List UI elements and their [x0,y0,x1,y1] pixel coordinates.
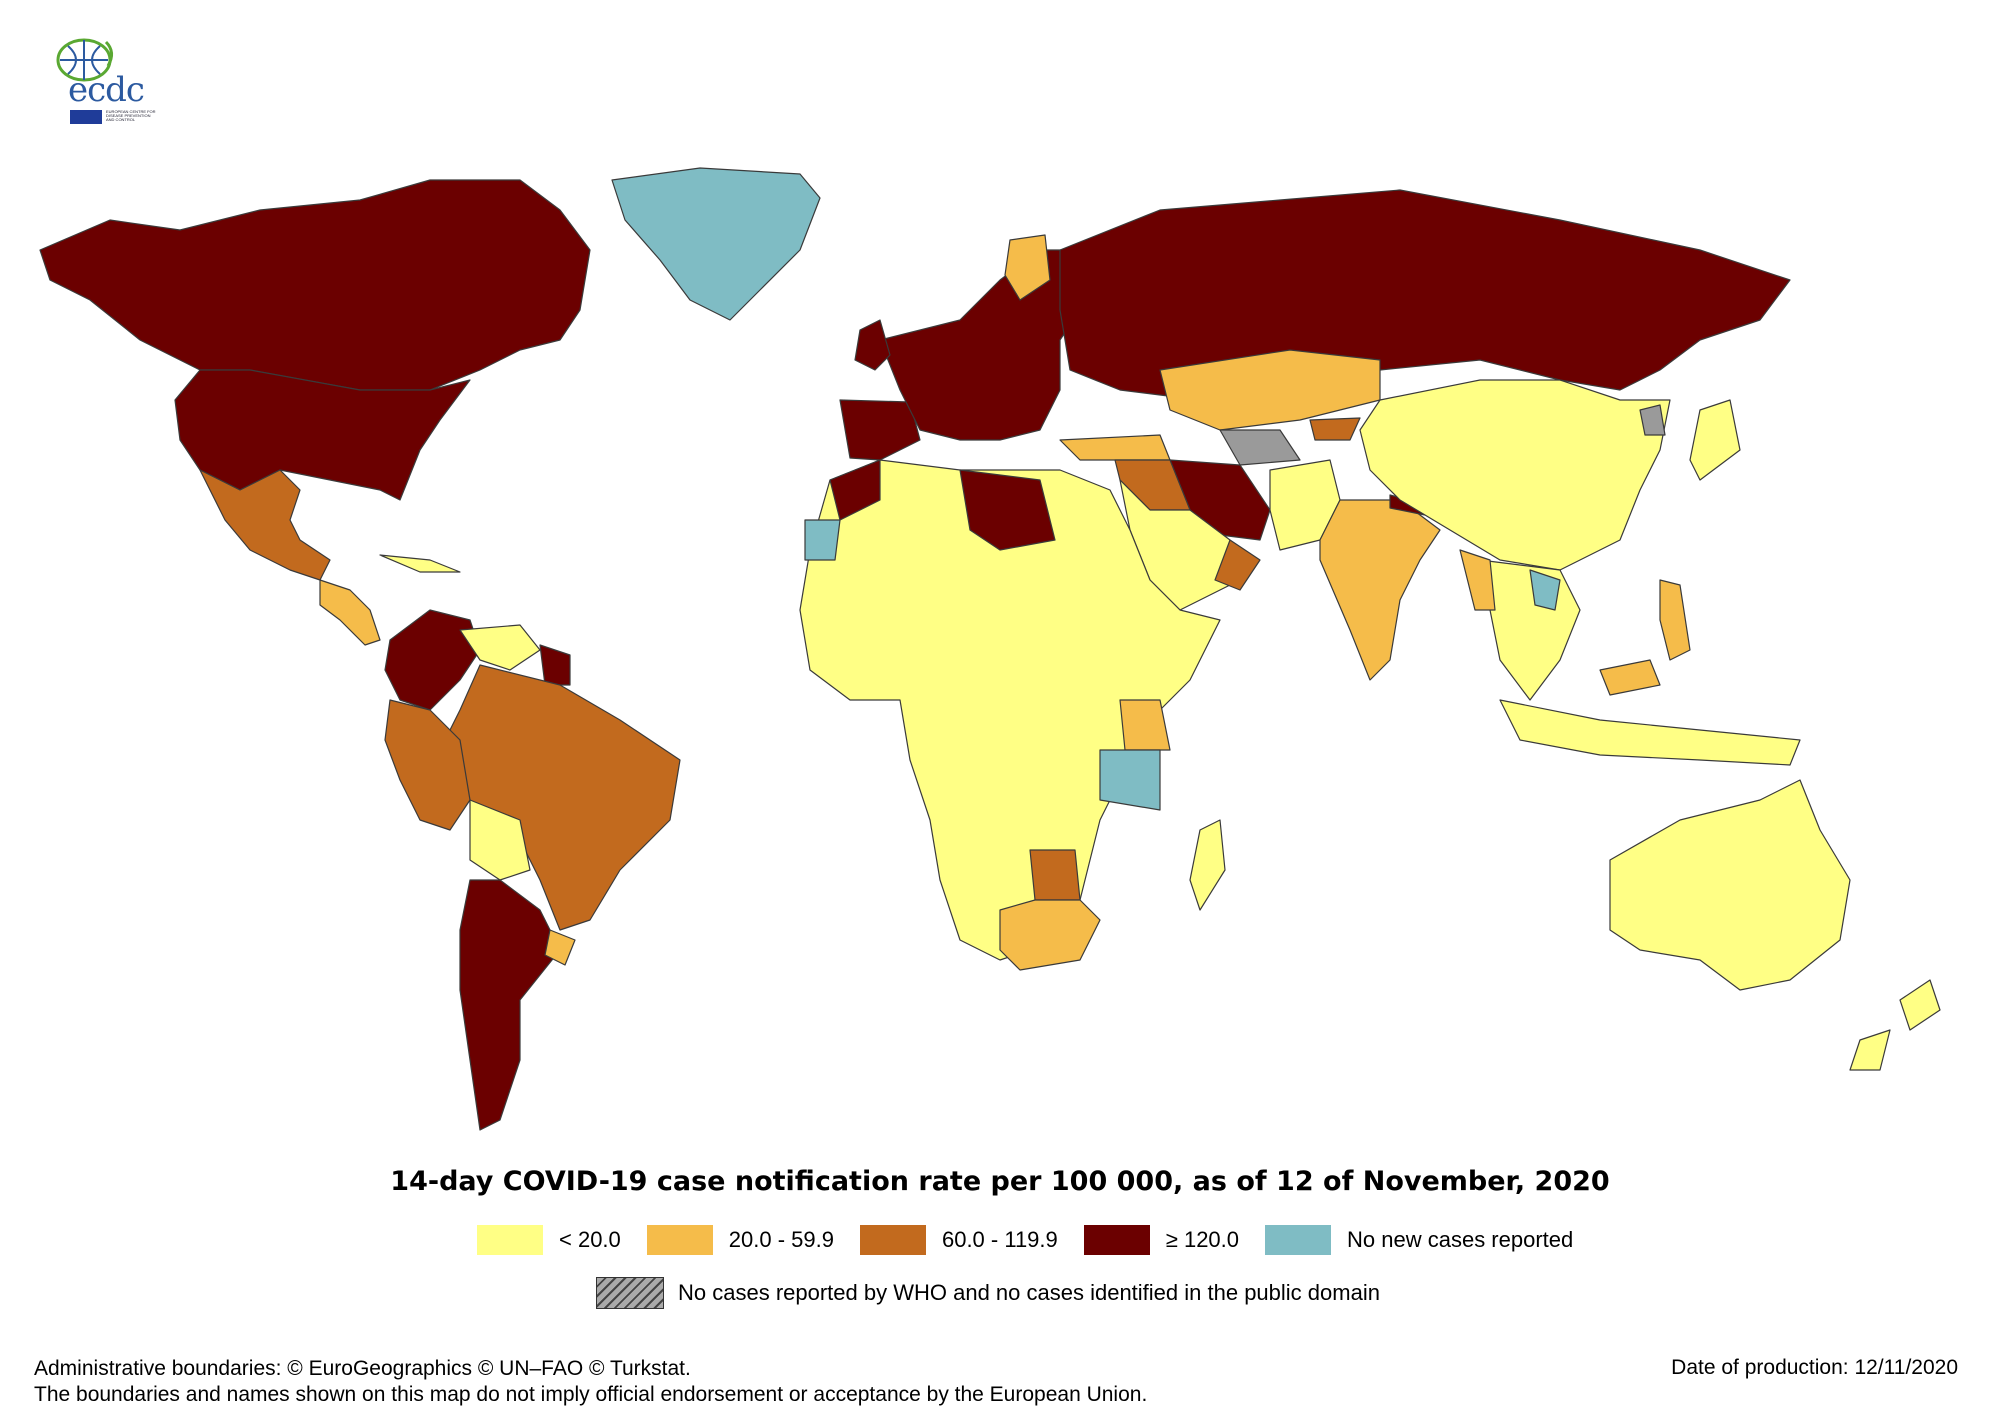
footer-line-1: Administrative boundaries: © EuroGeograp… [34,1357,691,1380]
region-guianas [539,644,571,686]
region-australia [1609,779,1851,991]
legend-swatch [477,1225,543,1255]
region-peru [384,699,471,831]
footer-notes: Administrative boundaries: © EuroGeograp… [34,1356,1147,1408]
legend-no-data: No cases reported by WHO and no cases id… [596,1277,1380,1309]
region-libya [959,469,1056,551]
legend-swatch [1265,1225,1332,1255]
region-iberia [839,399,921,461]
region-laos [1529,569,1561,611]
region-southeast-asia [1479,559,1581,701]
eu-flag-icon [70,110,102,124]
legend-item-ge120: ≥ 120.0 [1083,1225,1240,1255]
region-venezuela [459,624,541,671]
legend-label: < 20.0 [559,1227,621,1252]
region-usa [174,369,471,501]
logo-subtext: EUROPEAN CENTRE FOR DISEASE PREVENTION A… [106,109,156,122]
region-finland [1004,234,1051,301]
region-caribbean [379,554,461,573]
production-date: Date of production: 12/11/2020 [1671,1356,1958,1379]
region-myanmar [1459,549,1496,611]
region-mexico [199,469,331,581]
region-uruguay [544,929,576,966]
legend-swatch [859,1225,926,1255]
region-india [1319,499,1441,681]
region-philippines [1659,579,1691,661]
region-new-zealand [1849,979,1941,1071]
legend-swatch [646,1225,713,1255]
legend-item-60-119: 60.0 - 119.9 [859,1225,1058,1255]
region-oman [1214,539,1261,591]
region-bolivia [469,799,531,881]
region-madagascar [1189,819,1226,911]
legend-item-no-new: No new cases reported [1265,1225,1573,1255]
region-turkmenistan [1219,429,1301,466]
legend-swatch [1083,1225,1150,1255]
region-malaysia [1599,659,1661,696]
region-turkey [1059,434,1171,461]
region-south-africa [999,899,1101,971]
region-russia [1059,189,1791,401]
legend-item-20-59: 20.0 - 59.9 [646,1225,834,1255]
legend-label: 20.0 - 59.9 [728,1227,834,1252]
region-western-sahara [804,519,841,561]
hatch-swatch [596,1277,664,1309]
region-kenya [1119,699,1171,751]
globe-icon [56,38,113,82]
region-kyrgyzstan [1309,417,1361,441]
region-canada [39,179,591,391]
footer-line-2: The boundaries and names shown on this m… [34,1383,1148,1406]
legend: < 20.0 20.0 - 59.9 60.0 - 119.9 ≥ 120.0 … [477,1224,1599,1256]
legend-item-lt20: < 20.0 [477,1225,621,1255]
legend-label: No cases reported by WHO and no cases id… [678,1280,1380,1305]
region-greenland [611,167,821,321]
legend-label: ≥ 120.0 [1165,1227,1240,1252]
logo-wordmark: ecdc [68,70,145,110]
region-china [1359,379,1671,571]
map-title: 14-day COVID-19 case notification rate p… [390,1166,1610,1197]
region-indonesia [1499,699,1801,766]
region-botswana [1029,849,1081,901]
world-map [39,167,1941,1131]
legend-label: No new cases reported [1347,1227,1574,1252]
ecdc-logo: ecdc EUROPEAN CENTRE FOR DISEASE PREVENT… [48,36,158,126]
legend-label: 60.0 - 119.9 [941,1227,1058,1252]
region-morocco [829,459,881,521]
region-japan [1689,399,1741,481]
region-colombia [384,609,481,711]
region-central-america [319,579,381,646]
region-tanzania [1099,749,1161,811]
region-kazakhstan [1159,349,1381,431]
region-north-korea [1639,404,1666,436]
region-africa [799,459,1221,961]
region-uk [854,319,891,371]
region-argentina [459,879,561,1131]
